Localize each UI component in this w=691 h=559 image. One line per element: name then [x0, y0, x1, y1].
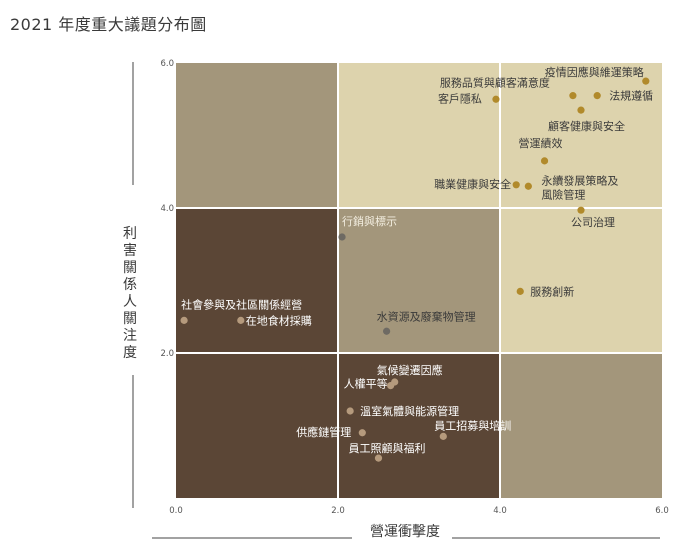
x-tick-label: 0.0: [169, 506, 183, 516]
data-label: 人權平等: [344, 377, 388, 391]
y-tick-label: 4.0: [160, 204, 174, 214]
data-point: [358, 429, 366, 437]
data-point: [387, 382, 395, 390]
x-tick-label: 4.0: [493, 506, 507, 516]
y-axis-label-char: 關: [123, 311, 137, 327]
data-point: [492, 95, 500, 103]
y-tick-label: 2.0: [160, 349, 174, 359]
x-tick-label: 6.0: [655, 506, 669, 516]
data-label: 服務品質與顧客滿意度: [440, 76, 550, 90]
x-axis-label: 營運衝擊度: [370, 523, 440, 540]
data-label: 在地食材採購: [246, 313, 312, 327]
data-point: [642, 77, 650, 85]
chart-title: 2021 年度重大議題分布圖: [10, 15, 207, 34]
data-point: [540, 157, 549, 165]
data-label: 溫室氣體與能源管理: [360, 404, 459, 418]
data-label: 職業健康與安全: [434, 177, 511, 191]
data-label: 員工照顧與福利: [349, 441, 426, 455]
data-point: [346, 407, 354, 415]
data-point: [374, 454, 383, 462]
quadrant-cell: [501, 209, 662, 352]
axis-ticks: 0.0 2.0 4.0 6.0 2.0 4.0 6.0: [160, 59, 668, 516]
data-point: [180, 316, 188, 324]
quadrant-cell: [176, 63, 337, 207]
data-point: [577, 206, 585, 214]
data-label: 客戶隱私: [438, 91, 482, 105]
data-label: 氣候變遷因應: [377, 363, 443, 377]
quadrant-cell: [176, 209, 337, 352]
y-axis-label-char: 害: [123, 243, 137, 259]
y-axis-label-char: 注: [123, 328, 137, 344]
data-label: 法規遵循: [609, 89, 653, 103]
data-label: 永續發展策略及風險管理: [541, 173, 618, 201]
y-tick-label: 6.0: [160, 59, 174, 69]
data-point: [569, 92, 577, 100]
data-point: [439, 432, 447, 440]
y-axis-label-char: 度: [123, 345, 137, 361]
data-point: [338, 233, 346, 241]
y-axis-label-char: 係: [123, 277, 137, 293]
data-point: [237, 316, 245, 324]
data-label: 供應鏈管理: [296, 425, 351, 439]
quadrant-cell: [339, 209, 499, 352]
x-tick-label: 2.0: [331, 506, 345, 516]
quadrant-cell: [501, 354, 662, 498]
data-point: [593, 92, 601, 100]
data-point: [577, 106, 585, 114]
quadrant-cell: [339, 354, 499, 498]
data-point: [512, 181, 520, 189]
data-points: [180, 77, 650, 462]
y-axis-label-char: 利: [123, 226, 137, 242]
data-point: [516, 287, 524, 295]
quadrant-cells: [176, 63, 662, 498]
data-label: 公司治理: [571, 215, 615, 229]
data-point: [383, 327, 391, 335]
data-label: 服務創新: [530, 284, 574, 298]
data-label: 顧客健康與安全: [548, 119, 625, 133]
quadrant-cell: [339, 63, 499, 207]
data-label: 營運績效: [519, 136, 563, 150]
data-label: 行銷與標示: [342, 214, 397, 228]
data-label: 員工招募與培訓: [434, 418, 511, 432]
data-label: 疫情因應與維運策略: [545, 65, 644, 79]
y-axis-label-char: 人: [123, 294, 137, 310]
quadrant-cell: [176, 354, 337, 498]
data-label: 水資源及廢棄物管理: [377, 309, 476, 323]
data-label: 社會參與及社區關係經營: [181, 297, 302, 311]
y-axis-label-char: 關: [123, 260, 137, 276]
data-point: [524, 182, 532, 190]
